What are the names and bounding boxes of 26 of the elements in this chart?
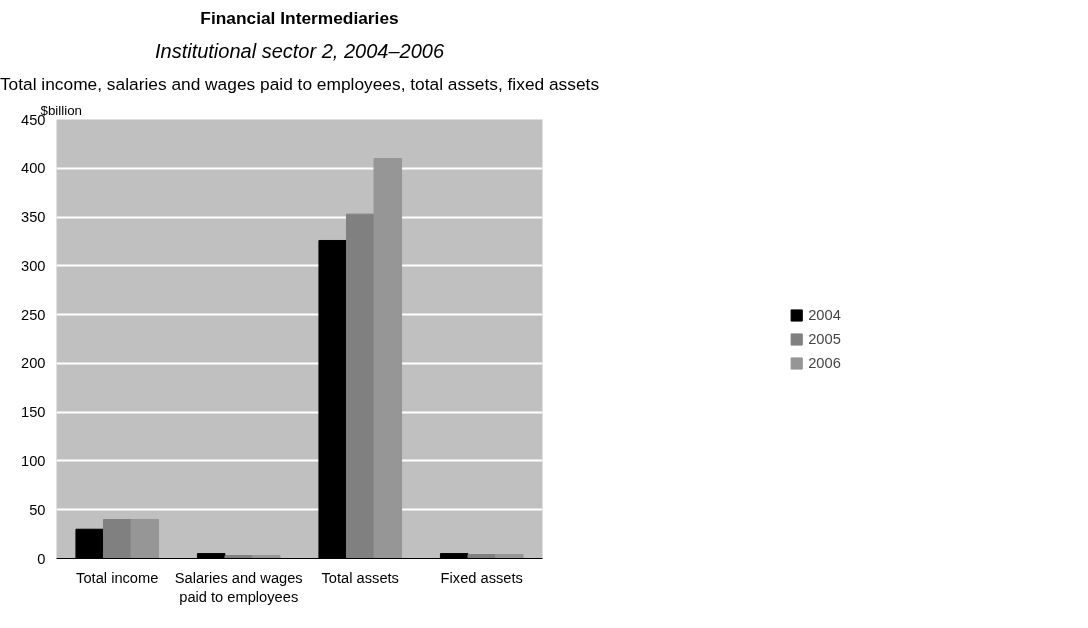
chart-subtitle: Institutional sector 2, 2004–2006 xyxy=(154,39,445,62)
x-tick-label: Fixed assets xyxy=(440,569,523,586)
text: Total income, salaries and wages paid to employees, total assets, fixed assets xyxy=(0,73,600,94)
bar xyxy=(373,158,403,559)
bar xyxy=(130,518,160,559)
y-tick-label: 350 xyxy=(21,209,46,226)
bar xyxy=(495,554,524,559)
y-tick-label: 100 xyxy=(21,452,46,469)
bar xyxy=(252,555,281,559)
y-tick-label: 200 xyxy=(21,355,46,372)
bar xyxy=(345,213,375,559)
legend-label: 2006 xyxy=(808,354,841,371)
bar xyxy=(102,518,132,559)
y-tick-label: 0 xyxy=(37,550,46,567)
x-tick-label: Total income xyxy=(76,569,159,586)
y-tick-label: 50 xyxy=(29,501,46,518)
legend-label: 2004 xyxy=(808,306,841,323)
x-tick-label: Salaries and wages paid to employees xyxy=(174,569,303,605)
x-tick-label: Total assets xyxy=(321,569,399,586)
chart-title: Financial Intermediaries xyxy=(200,7,399,28)
y-tick-label: 400 xyxy=(21,160,46,177)
y-tick-label: 150 xyxy=(21,404,46,421)
legend-label: 2005 xyxy=(808,330,841,347)
bar xyxy=(467,554,497,559)
y-tick-label: 250 xyxy=(21,306,46,323)
y-tick-label: 300 xyxy=(21,257,46,274)
